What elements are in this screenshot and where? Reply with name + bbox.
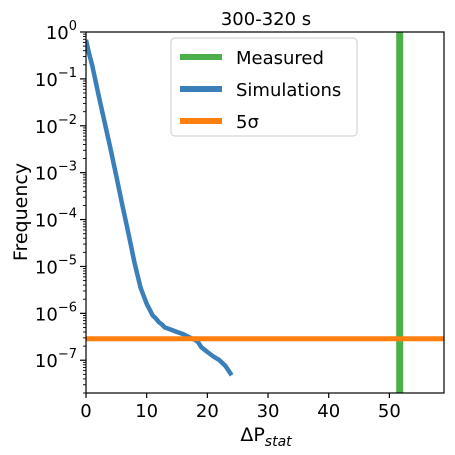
series-layer (86, 32, 444, 393)
y-axis: 100 10−1 10−2 10−3 10−4 10−5 10−6 10−7 (35, 19, 86, 394)
plot-frame (85, 31, 445, 394)
x-tick-label: 30 (257, 401, 280, 422)
y-tick-label: 100 (46, 19, 77, 44)
y-tick-label: 10−1 (35, 66, 77, 91)
y-tick-label: 10−7 (35, 347, 77, 372)
x-axis-title-main: ΔP (240, 424, 264, 446)
y-axis-title: Frequency (10, 163, 32, 261)
legend-label: 5σ (236, 112, 259, 133)
y-tick-label: 10−4 (35, 207, 77, 232)
x-tick-label: 10 (135, 401, 158, 422)
chart-title: 300-320 s (221, 9, 311, 30)
x-tick-label: 0 (80, 401, 91, 422)
y-tick-label: 10−5 (35, 253, 77, 278)
x-tick-label: 40 (317, 401, 340, 422)
legend-label: Simulations (236, 80, 341, 101)
x-axis-title-sub: stat (265, 434, 292, 450)
legend: Measured Simulations 5σ (170, 37, 358, 137)
y-tick-label: 10−6 (35, 300, 77, 325)
x-tick-label: 20 (196, 401, 219, 422)
y-tick-label: 10−3 (35, 160, 77, 185)
y-tick-label: 10−2 (35, 113, 77, 138)
x-axis-title: ΔPstat (240, 424, 292, 450)
x-tick-label: 50 (378, 401, 401, 422)
x-axis: 0 10 20 30 40 50 (80, 393, 401, 422)
legend-label: Measured (236, 48, 324, 69)
series-simulations-line (86, 39, 234, 377)
legend-frame (170, 37, 358, 137)
